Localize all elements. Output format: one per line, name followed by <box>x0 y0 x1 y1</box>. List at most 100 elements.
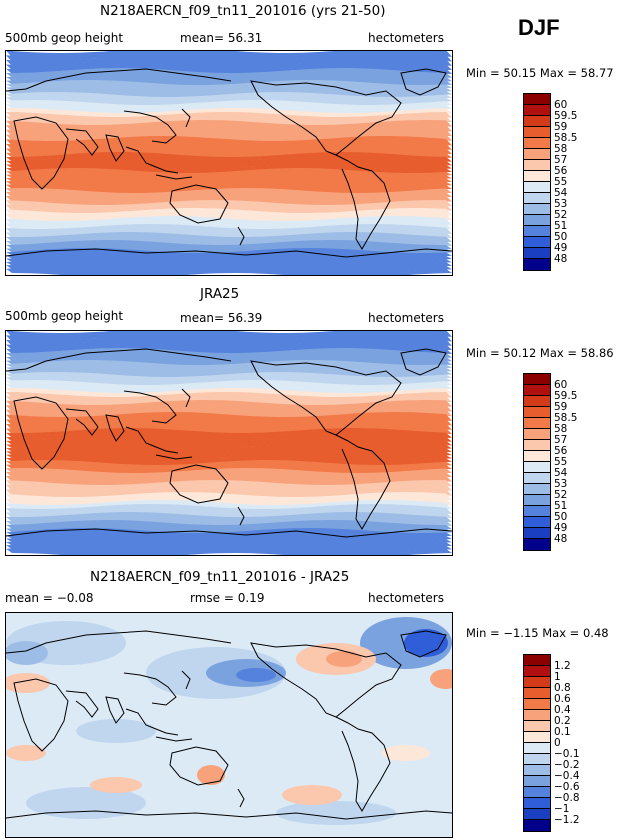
contour-band <box>6 412 452 422</box>
coastline <box>335 434 391 530</box>
contour-band <box>6 331 452 338</box>
anomaly-region <box>6 745 46 761</box>
colorbar-swatch <box>524 418 550 429</box>
colorbar-tick-label: 58 <box>554 143 568 155</box>
coastline <box>237 226 245 246</box>
contour-band <box>6 520 452 530</box>
coastline <box>181 388 191 408</box>
colorbar-swatch <box>524 138 550 149</box>
colorbar-tick-label: −0.1 <box>554 748 580 760</box>
coastline <box>6 348 232 372</box>
coastline <box>125 426 179 454</box>
panel2-minmax: Min = 50.12 Max = 58.86 <box>466 346 614 360</box>
colorbar-swatch <box>524 149 550 160</box>
contour-band <box>6 204 452 214</box>
contour-band <box>6 132 452 142</box>
contour-band <box>6 176 452 186</box>
contour-band <box>6 260 452 270</box>
colorbar-swatch <box>524 259 550 270</box>
colorbar-tick-label: 49 <box>554 242 568 254</box>
coastline <box>237 506 245 526</box>
contour-band <box>6 416 452 426</box>
coastline <box>6 248 452 258</box>
contour-band <box>6 352 452 362</box>
panel2-mean-label: mean= 56.39 <box>180 311 263 325</box>
coastline <box>181 108 191 128</box>
colorbar-tick-label: −1.2 <box>554 814 580 826</box>
contour-band <box>6 400 452 410</box>
contour-band <box>6 432 452 442</box>
colorbar-swatch <box>524 407 550 418</box>
season-label: DJF <box>518 15 560 40</box>
colorbar-tick-label: 50 <box>554 511 568 523</box>
contour-band <box>6 512 452 522</box>
coastline <box>155 736 193 742</box>
colorbar-tick-label: 51 <box>554 220 568 232</box>
colorbar-swatch <box>524 160 550 171</box>
colorbar-tick-label: 1.2 <box>554 660 571 672</box>
coastline <box>123 110 177 144</box>
coastline <box>105 696 125 724</box>
colorbar-tick-label: 0.6 <box>554 693 571 705</box>
contour-band <box>6 60 452 70</box>
panel1-colorbar <box>523 93 551 271</box>
panel3-map <box>5 612 453 838</box>
contour-band <box>6 336 452 346</box>
colorbar-swatch <box>524 473 550 484</box>
colorbar-tick-label: 0.4 <box>554 704 571 716</box>
colorbar-swatch <box>524 451 550 462</box>
colorbar-swatch <box>524 699 550 710</box>
anomaly-region <box>276 801 396 825</box>
contour-band <box>6 508 452 518</box>
contour-band <box>6 524 452 534</box>
contour-band <box>6 51 452 58</box>
colorbar-swatch <box>524 495 550 506</box>
contour-band <box>6 56 452 66</box>
colorbar-swatch <box>524 215 550 226</box>
contour-band <box>6 488 452 498</box>
coastline <box>250 80 402 156</box>
colorbar-swatch <box>524 732 550 743</box>
colorbar-swatch <box>524 105 550 116</box>
colorbar-swatch <box>524 248 550 259</box>
contour-band <box>6 128 452 138</box>
contour-band <box>6 92 452 102</box>
panel2-colorbar <box>523 373 551 551</box>
coastline <box>65 408 99 436</box>
colorbar-swatch <box>524 677 550 688</box>
contour-band <box>6 240 452 250</box>
colorbar-swatch <box>524 506 550 517</box>
anomaly-region <box>236 668 276 682</box>
coastline <box>13 116 69 190</box>
colorbar-tick-label: 59 <box>554 121 568 133</box>
contour-band <box>6 208 452 218</box>
contour-band <box>6 444 452 454</box>
colorbar-tick-label: 52 <box>554 209 568 221</box>
colorbar-tick-label: 57 <box>554 154 568 166</box>
contour-band <box>6 64 452 74</box>
colorbar-tick-label: 60 <box>554 99 568 111</box>
coastline <box>123 390 177 424</box>
coastline <box>335 154 391 250</box>
panel2-map <box>5 330 453 556</box>
panel1-mean-label: mean= 56.31 <box>180 31 263 45</box>
contour-band <box>6 236 452 246</box>
colorbar-swatch <box>524 820 550 831</box>
coastline <box>181 670 191 690</box>
anomaly-region <box>197 765 225 785</box>
contour-band <box>6 140 452 150</box>
colorbar-tick-label: −0.8 <box>554 792 580 804</box>
colorbar-swatch <box>524 193 550 204</box>
coastline <box>335 716 391 812</box>
colorbar-tick-label: −0.2 <box>554 759 580 771</box>
colorbar-swatch <box>524 226 550 237</box>
colorbar-tick-label: 55 <box>554 176 568 188</box>
panel1-variable-label: 500mb geop height <box>5 31 124 45</box>
colorbar-tick-label: 60 <box>554 379 568 391</box>
colorbar-swatch <box>524 484 550 495</box>
panel3-colorbar <box>523 654 551 832</box>
colorbar-tick-label: 48 <box>554 533 568 545</box>
contour-band <box>6 232 452 242</box>
colorbar-swatch <box>524 429 550 440</box>
colorbar-tick-label: −0.6 <box>554 781 580 793</box>
